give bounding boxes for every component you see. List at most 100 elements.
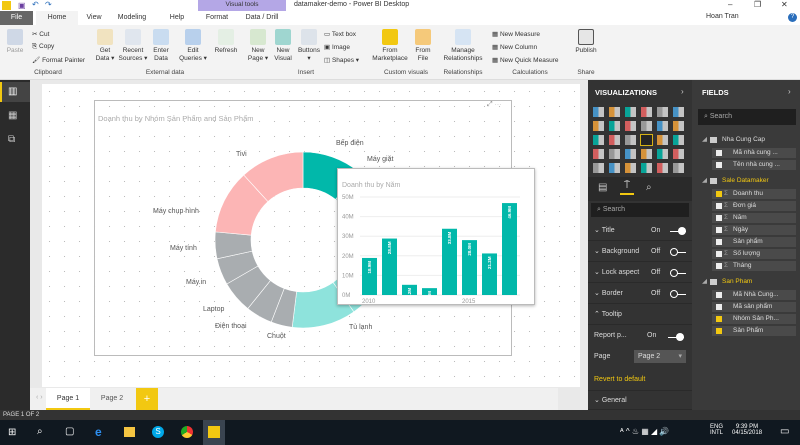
undo-icon[interactable]: ↶ (32, 0, 39, 9)
donut-slice[interactable] (243, 151, 304, 202)
search-icon[interactable]: ⌕ (37, 426, 43, 437)
lock-aspect-toggle[interactable] (670, 269, 686, 277)
format-painter-button[interactable]: 🖌 Format Painter (32, 57, 86, 64)
field-item[interactable]: Sản phẩm (712, 237, 796, 247)
bar[interactable] (482, 253, 497, 295)
data-view-icon[interactable]: ▦ (8, 110, 18, 121)
visual-type-icon[interactable] (657, 163, 668, 173)
visual-type-icon[interactable] (657, 121, 668, 131)
visual-type-icon[interactable] (593, 107, 604, 117)
field-item[interactable]: Σ Doanh thu (712, 189, 796, 199)
field-checkbox[interactable] (716, 328, 722, 334)
field-item[interactable]: Nhóm Sản Ph... (712, 314, 796, 324)
get-data-button[interactable]: Get Data ▾ (94, 29, 116, 63)
from-marketplace-button[interactable]: From Marketplace (370, 29, 410, 63)
field-item[interactable]: Σ Số lượng (712, 249, 796, 259)
visual-type-icon[interactable] (609, 135, 620, 145)
refresh-button[interactable]: Refresh (212, 29, 240, 55)
tab-help[interactable]: Help (169, 14, 185, 21)
visual-type-icon[interactable] (625, 121, 636, 131)
field-checkbox[interactable] (716, 263, 722, 269)
border-toggle[interactable] (670, 290, 686, 298)
buttons-button[interactable]: Buttons ▾ (296, 29, 322, 63)
format-search-input[interactable]: ⌕ Search (591, 203, 689, 217)
new-visual-button[interactable]: New Visual (272, 29, 294, 63)
bar[interactable] (502, 203, 517, 295)
field-item[interactable]: Σ Ngày (712, 225, 796, 235)
format-row-lock-aspect[interactable]: ⌄ Lock aspect Off (588, 263, 692, 283)
bar[interactable] (402, 284, 417, 295)
visual-type-icon[interactable] (625, 163, 636, 173)
field-checkbox[interactable] (716, 316, 722, 322)
recent-sources-button[interactable]: Recent Sources ▾ (118, 29, 148, 63)
edge-icon[interactable]: e (95, 425, 102, 439)
format-row-tooltip[interactable]: ⌃ Tooltip (588, 305, 692, 325)
paste-button[interactable]: Paste (4, 29, 26, 55)
visual-type-icon[interactable] (641, 107, 652, 117)
visual-type-icon[interactable] (609, 107, 620, 117)
format-row-title[interactable]: ⌄ Title On (588, 221, 692, 241)
visual-type-icon[interactable] (673, 149, 684, 159)
powerbi-taskbar-icon[interactable] (208, 426, 220, 438)
field-table-0[interactable]: ◢ Nha Cung Cap (702, 136, 765, 143)
restore-button[interactable]: ❐ (754, 0, 762, 9)
report-view-icon[interactable]: ▥ (8, 86, 18, 97)
format-row-background[interactable]: ⌄ Background Off (588, 242, 692, 262)
relationship-view-icon[interactable]: ⧉ (8, 134, 16, 145)
from-file-button[interactable]: From File (412, 29, 434, 63)
format-row-general[interactable]: ⌄ General (588, 390, 692, 410)
field-item[interactable]: Σ Năm (712, 213, 796, 223)
field-checkbox[interactable] (716, 304, 722, 310)
format-paint-roller-icon[interactable]: ⍑ (620, 180, 634, 195)
field-checkbox[interactable] (716, 191, 722, 197)
collapse-viz-icon[interactable]: › (681, 87, 684, 96)
title-toggle[interactable] (670, 227, 686, 235)
visual-type-icon[interactable] (625, 135, 636, 145)
new-column-button[interactable]: ▦ New Column (492, 44, 538, 51)
visual-type-icon[interactable] (641, 163, 652, 173)
field-item[interactable]: Σ Đơn giá (712, 201, 796, 211)
field-item[interactable]: Mã sản phẩm (712, 302, 796, 312)
chrome-icon[interactable] (181, 426, 193, 438)
visual-type-icon[interactable] (657, 107, 668, 117)
visual-type-icon[interactable] (673, 135, 684, 145)
tab-home[interactable]: Home (36, 11, 78, 25)
format-row-border[interactable]: ⌄ Border Off (588, 284, 692, 304)
visual-type-icon[interactable] (641, 149, 652, 159)
copy-button[interactable]: ⎘ Copy (32, 43, 55, 50)
bar[interactable] (382, 238, 397, 295)
visual-type-icon[interactable] (593, 149, 604, 159)
skype-icon[interactable]: S (152, 426, 164, 438)
task-view-icon[interactable]: ▢ (65, 426, 75, 437)
tab-view[interactable]: View (86, 14, 102, 21)
field-checkbox[interactable] (716, 239, 722, 245)
bar[interactable] (462, 240, 477, 295)
visual-type-icon[interactable] (673, 121, 684, 131)
visual-type-icon[interactable] (657, 135, 668, 145)
field-checkbox[interactable] (716, 251, 722, 257)
cut-button[interactable]: ✂ Cut (32, 31, 50, 38)
help-icon[interactable]: ? (788, 13, 797, 22)
field-checkbox[interactable] (716, 227, 722, 233)
redo-icon[interactable]: ↷ (45, 0, 52, 9)
add-page-button[interactable]: + (136, 388, 158, 410)
background-toggle[interactable] (670, 248, 686, 256)
user-name[interactable]: Hoan Tran (706, 13, 739, 20)
visual-type-icon[interactable] (625, 149, 636, 159)
field-checkbox[interactable] (716, 150, 722, 156)
page-tab-1[interactable]: Page 1 (46, 388, 90, 410)
field-item[interactable]: Mã Nhà Cung... (712, 290, 796, 300)
field-checkbox[interactable] (716, 162, 722, 168)
focus-mode-icon[interactable]: ⤢ ⋯ (487, 101, 502, 108)
field-item[interactable]: Sản Phẩm (712, 326, 796, 336)
new-page-button[interactable]: New Page ▾ (246, 29, 270, 63)
tab-modeling[interactable]: Modeling (117, 14, 147, 21)
visual-type-icon[interactable] (593, 135, 604, 145)
field-item[interactable]: Mã nhà cung ... (712, 148, 796, 158)
collapse-fields-icon[interactable]: › (788, 87, 791, 96)
visual-type-icon[interactable] (657, 149, 668, 159)
edit-queries-button[interactable]: Edit Queries ▾ (178, 29, 208, 63)
manage-relationships-button[interactable]: Manage Relationships (440, 29, 486, 63)
visual-type-icon[interactable] (593, 121, 604, 131)
analytics-icon[interactable]: ⌕ (646, 182, 652, 193)
